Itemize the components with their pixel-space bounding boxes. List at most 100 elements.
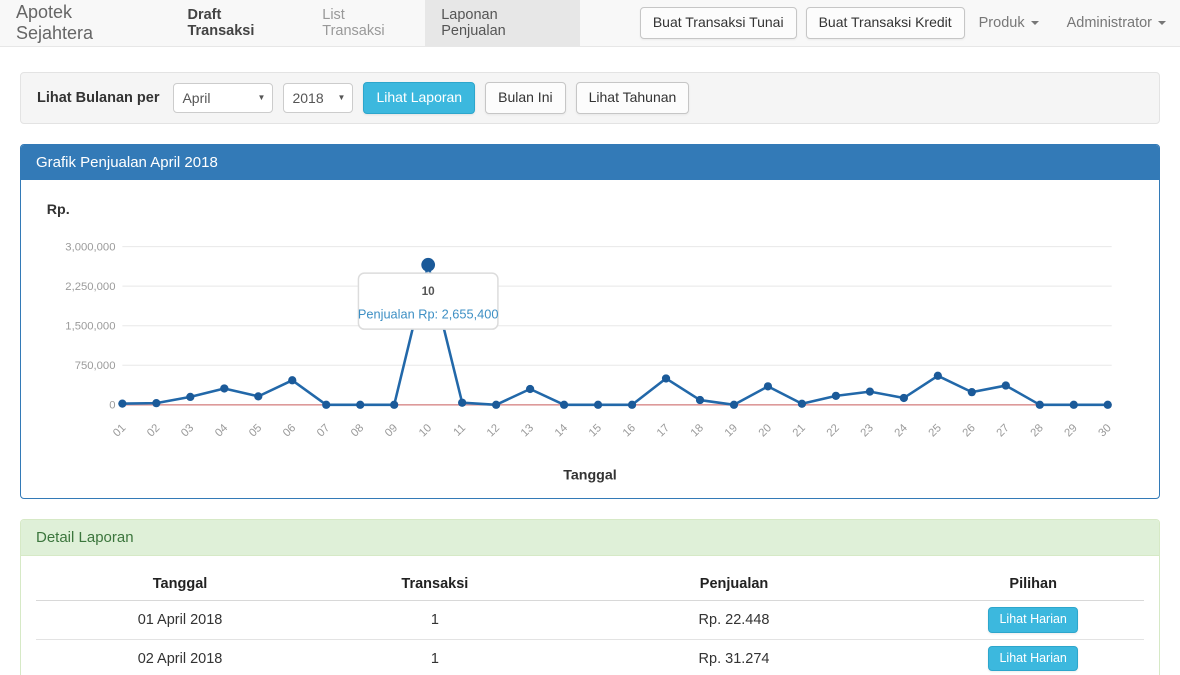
svg-text:05: 05 <box>247 422 264 439</box>
svg-text:30: 30 <box>1096 422 1113 439</box>
svg-text:22: 22 <box>825 422 842 439</box>
svg-text:2,250,000: 2,250,000 <box>65 281 115 293</box>
data-point <box>421 257 436 272</box>
lihat-harian-button[interactable]: Lihat Harian <box>988 606 1078 633</box>
svg-text:07: 07 <box>315 422 332 439</box>
detail-report-panel: Detail Laporan Tanggal Transaksi Penjual… <box>20 518 1160 675</box>
svg-text:23: 23 <box>859 422 876 439</box>
buat-transaksi-kredit-button[interactable]: Buat Transaksi Kredit <box>805 7 965 39</box>
data-point <box>899 393 908 402</box>
detail-table: Tanggal Transaksi Penjualan Pilihan 01 A… <box>36 567 1144 675</box>
cell-transaksi: 1 <box>324 600 546 640</box>
svg-text:16: 16 <box>621 422 638 439</box>
sales-chart-panel: Grafik Penjualan April 2018 Rp. 0 750,000 1… <box>20 143 1160 499</box>
year-select-wrap: 2018 ▼ <box>283 82 354 113</box>
top-navbar: Apotek Sejahtera Draft Transaksi List Tr… <box>0 0 1180 47</box>
data-point <box>356 400 365 409</box>
header-pilihan: Pilihan <box>922 567 1144 601</box>
data-point <box>559 400 569 409</box>
detail-table-container: Tanggal Transaksi Penjualan Pilihan 01 A… <box>21 556 1159 675</box>
svg-text:0: 0 <box>109 400 115 412</box>
svg-text:17: 17 <box>655 422 672 439</box>
year-select[interactable]: 2018 <box>283 82 354 113</box>
table-header-row: Tanggal Transaksi Penjualan Pilihan <box>36 567 1144 601</box>
data-point <box>220 384 229 393</box>
month-select-wrap: April ▼ <box>173 82 274 113</box>
svg-text:11: 11 <box>451 422 468 439</box>
data-point <box>288 376 297 385</box>
produk-dropdown[interactable]: Produk <box>965 15 1053 31</box>
data-point <box>1035 400 1044 409</box>
navbar-actions: Buat Transaksi Tunai Buat Transaksi Kred… <box>639 0 965 46</box>
sales-series <box>118 257 1112 409</box>
administrator-dropdown[interactable]: Administrator <box>1053 15 1180 31</box>
chart-tooltip: 10 Penjualan Rp: 2,655,400 <box>357 272 499 330</box>
svg-text:06: 06 <box>281 422 298 439</box>
nav-item-laporan-penjualan[interactable]: Laponan Penjualan <box>425 0 580 46</box>
detail-panel-title: Detail Laporan <box>21 519 1159 556</box>
svg-text:29: 29 <box>1062 422 1079 439</box>
data-point <box>1001 381 1010 390</box>
svg-text:14: 14 <box>553 422 570 439</box>
table-row: 02 April 2018 1 Rp. 31.274 Lihat Harian <box>36 639 1144 675</box>
data-point <box>695 395 705 405</box>
buat-transaksi-tunai-button[interactable]: Buat Transaksi Tunai <box>639 7 797 39</box>
cell-penjualan: Rp. 31.274 <box>545 639 923 675</box>
data-point <box>152 398 161 408</box>
nav-item-draft-transaksi[interactable]: Draft Transaksi <box>187 7 255 39</box>
data-point <box>661 374 671 383</box>
lihat-tahunan-button[interactable]: Lihat Tahunan <box>575 82 690 114</box>
svg-text:02: 02 <box>145 422 162 439</box>
data-point <box>118 399 127 408</box>
caret-down-icon <box>1030 21 1039 25</box>
chart-panel-title: Grafik Penjualan April 2018 <box>21 144 1159 180</box>
cell-penjualan: Rp. 22.448 <box>545 600 923 640</box>
svg-text:09: 09 <box>383 422 400 439</box>
month-select[interactable]: April <box>173 82 274 113</box>
svg-text:27: 27 <box>994 422 1011 439</box>
svg-text:12: 12 <box>485 422 502 439</box>
cell-tanggal: 02 April 2018 <box>36 639 325 675</box>
svg-text:13: 13 <box>519 422 536 439</box>
svg-text:18: 18 <box>689 422 706 439</box>
filter-label: Lihat Bulanan per <box>37 89 160 106</box>
data-point <box>593 400 603 409</box>
nav-item-list-transaksi[interactable]: List Transaksi <box>322 7 385 39</box>
data-point <box>797 399 807 408</box>
caret-down-icon <box>1158 21 1167 25</box>
data-point <box>525 384 535 393</box>
svg-text:01: 01 <box>111 422 128 439</box>
data-point <box>967 387 976 397</box>
data-point <box>627 400 637 409</box>
data-point <box>390 400 399 409</box>
cell-tanggal: 01 April 2018 <box>36 600 325 640</box>
svg-text:Penjualan Rp: 2,655,400: Penjualan Rp: 2,655,400 <box>358 306 499 321</box>
svg-text:25: 25 <box>927 422 944 439</box>
sales-line <box>122 263 1108 406</box>
svg-text:20: 20 <box>757 422 774 439</box>
svg-text:21: 21 <box>791 422 808 439</box>
sales-line-chart: Rp. 0 750,000 1,500,000 2,250,000 3,000,000 01… <box>47 202 1114 483</box>
data-point <box>492 400 501 409</box>
svg-text:26: 26 <box>961 422 978 439</box>
data-point <box>729 400 739 409</box>
svg-text:15: 15 <box>587 422 604 439</box>
data-point <box>763 382 773 391</box>
svg-text:04: 04 <box>213 422 230 439</box>
brand[interactable]: Apotek Sejahtera <box>16 2 94 43</box>
header-tanggal: Tanggal <box>36 567 325 601</box>
svg-text:3,000,000: 3,000,000 <box>65 241 115 253</box>
data-point <box>186 392 195 401</box>
bulan-ini-button[interactable]: Bulan Ini <box>485 82 566 114</box>
svg-text:03: 03 <box>179 422 196 439</box>
administrator-dropdown-label: Administrator <box>1066 15 1153 31</box>
lihat-harian-button[interactable]: Lihat Harian <box>988 645 1078 672</box>
navbar-menus: Produk Administrator <box>965 0 1180 46</box>
svg-text:750,000: 750,000 <box>75 360 116 372</box>
cell-transaksi: 1 <box>324 639 546 675</box>
lihat-laporan-button[interactable]: Lihat Laporan <box>363 82 476 114</box>
data-point <box>933 371 942 380</box>
svg-text:08: 08 <box>349 422 366 439</box>
data-point <box>322 400 331 409</box>
x-ticks: 01 02 03 04 05 06 07 08 09 10 11 12 13 14 15 16 17 18 19 20… <box>111 422 1114 439</box>
